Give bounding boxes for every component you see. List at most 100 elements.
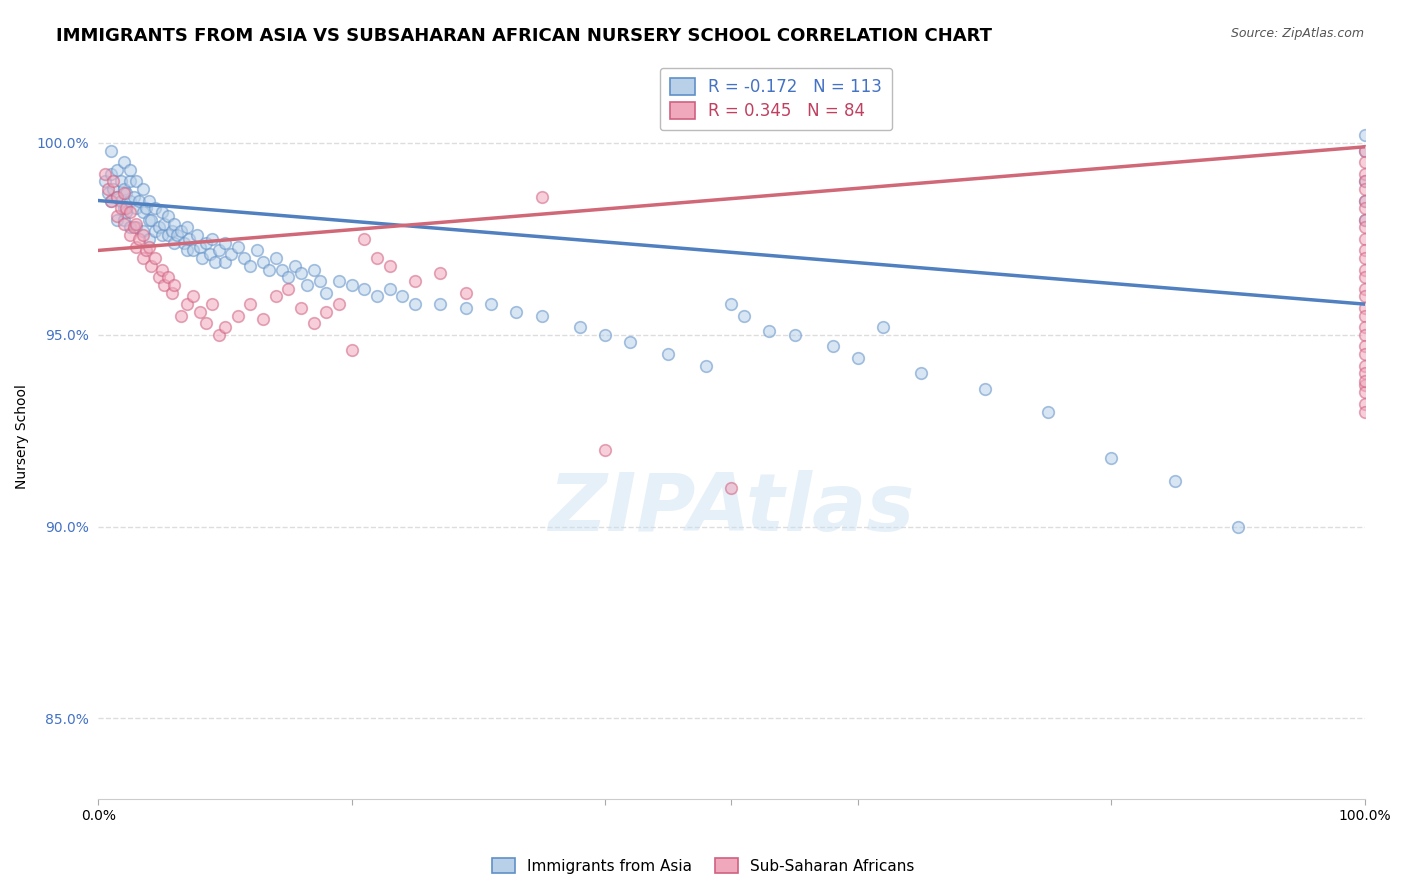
Point	[1354, 404, 1376, 418]
Point	[1354, 366, 1376, 380]
Point	[429, 297, 451, 311]
Point	[1354, 385, 1376, 400]
Point	[181, 289, 204, 303]
Point	[404, 274, 426, 288]
Point	[191, 251, 214, 265]
Point	[264, 289, 287, 303]
Point	[188, 239, 211, 253]
Point	[1354, 377, 1376, 392]
Point	[657, 347, 679, 361]
Point	[201, 232, 224, 246]
Point	[277, 282, 299, 296]
Point	[141, 212, 163, 227]
Point	[148, 220, 170, 235]
Point	[239, 297, 262, 311]
Point	[131, 182, 153, 196]
Point	[201, 297, 224, 311]
Point	[194, 235, 217, 250]
Point	[226, 309, 249, 323]
Point	[290, 301, 312, 315]
Point	[1354, 289, 1376, 303]
Point	[100, 194, 122, 208]
Point	[135, 201, 157, 215]
Point	[176, 220, 198, 235]
Point	[181, 244, 204, 258]
Point	[138, 232, 160, 246]
Point	[315, 285, 337, 300]
Point	[340, 277, 363, 292]
Point	[115, 205, 138, 219]
Point	[1354, 374, 1376, 388]
Point	[143, 201, 166, 215]
Point	[105, 212, 128, 227]
Point	[1099, 450, 1122, 465]
Point	[188, 305, 211, 319]
Point	[163, 235, 186, 250]
Point	[340, 343, 363, 358]
Point	[1354, 244, 1376, 258]
Point	[214, 255, 236, 269]
Point	[97, 182, 120, 196]
Point	[153, 217, 176, 231]
Point	[110, 174, 132, 188]
Point	[973, 382, 995, 396]
Point	[100, 167, 122, 181]
Point	[173, 235, 195, 250]
Point	[118, 162, 141, 177]
Point	[93, 174, 115, 188]
Point	[194, 316, 217, 330]
Point	[125, 217, 148, 231]
Point	[245, 244, 267, 258]
Point	[176, 297, 198, 311]
Point	[143, 251, 166, 265]
Point	[150, 205, 173, 219]
Point	[100, 144, 122, 158]
Point	[391, 289, 413, 303]
Point	[118, 228, 141, 243]
Point	[454, 285, 477, 300]
Point	[118, 220, 141, 235]
Point	[169, 224, 191, 238]
Point	[214, 235, 236, 250]
Point	[1354, 251, 1376, 265]
Point	[112, 186, 135, 200]
Point	[1354, 201, 1376, 215]
Point	[207, 244, 229, 258]
Point	[259, 262, 281, 277]
Point	[271, 262, 294, 277]
Point	[1354, 320, 1376, 334]
Point	[131, 205, 153, 219]
Point	[378, 282, 401, 296]
Point	[105, 209, 128, 223]
Point	[112, 182, 135, 196]
Point	[404, 297, 426, 311]
Point	[219, 247, 242, 261]
Point	[378, 259, 401, 273]
Point	[138, 212, 160, 227]
Point	[125, 220, 148, 235]
Point	[1036, 404, 1059, 418]
Point	[97, 186, 120, 200]
Point	[128, 194, 150, 208]
Point	[530, 190, 553, 204]
Point	[1354, 270, 1376, 285]
Point	[1354, 194, 1376, 208]
Point	[150, 228, 173, 243]
Point	[328, 274, 350, 288]
Point	[1164, 474, 1187, 488]
Point	[429, 267, 451, 281]
Point	[1354, 155, 1376, 169]
Point	[160, 224, 183, 238]
Y-axis label: Nursery School: Nursery School	[15, 384, 30, 489]
Point	[239, 259, 262, 273]
Point	[1354, 128, 1376, 143]
Point	[733, 309, 755, 323]
Point	[118, 205, 141, 219]
Point	[1354, 212, 1376, 227]
Point	[100, 194, 122, 208]
Point	[1354, 262, 1376, 277]
Point	[226, 239, 249, 253]
Point	[1354, 174, 1376, 188]
Point	[1354, 339, 1376, 353]
Point	[1354, 212, 1376, 227]
